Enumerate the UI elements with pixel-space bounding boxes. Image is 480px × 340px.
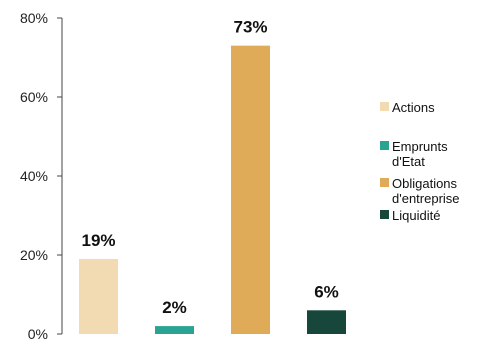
legend-swatch: [380, 178, 389, 187]
data-label: 73%: [233, 18, 267, 37]
y-tick-label: 40%: [20, 168, 48, 184]
legend-swatch: [380, 141, 389, 150]
y-tick-label: 0%: [28, 326, 48, 340]
bar: [155, 326, 194, 334]
y-tick-label: 60%: [20, 89, 48, 105]
data-label: 19%: [81, 231, 115, 250]
legend-label: Liquidité: [392, 208, 440, 223]
y-axis-ticks: 0% 20% 40% 60% 80%: [20, 10, 62, 340]
legend-label: Actions: [392, 100, 435, 115]
legend-label: Obligations: [392, 176, 458, 191]
data-label: 6%: [314, 282, 339, 301]
bars: [79, 45, 346, 335]
bar: [231, 45, 270, 335]
legend-swatch: [380, 102, 389, 111]
legend-swatch: [380, 210, 389, 219]
legend-label: d'Etat: [392, 154, 425, 169]
data-labels: 19% 2% 73% 6%: [81, 18, 338, 317]
bar: [79, 258, 118, 334]
y-tick-label: 20%: [20, 247, 48, 263]
legend-label: Emprunts: [392, 139, 448, 154]
y-tick-label: 80%: [20, 10, 48, 26]
bar: [307, 310, 346, 334]
legend-label: d'entreprise: [392, 191, 460, 206]
data-label: 2%: [162, 298, 187, 317]
